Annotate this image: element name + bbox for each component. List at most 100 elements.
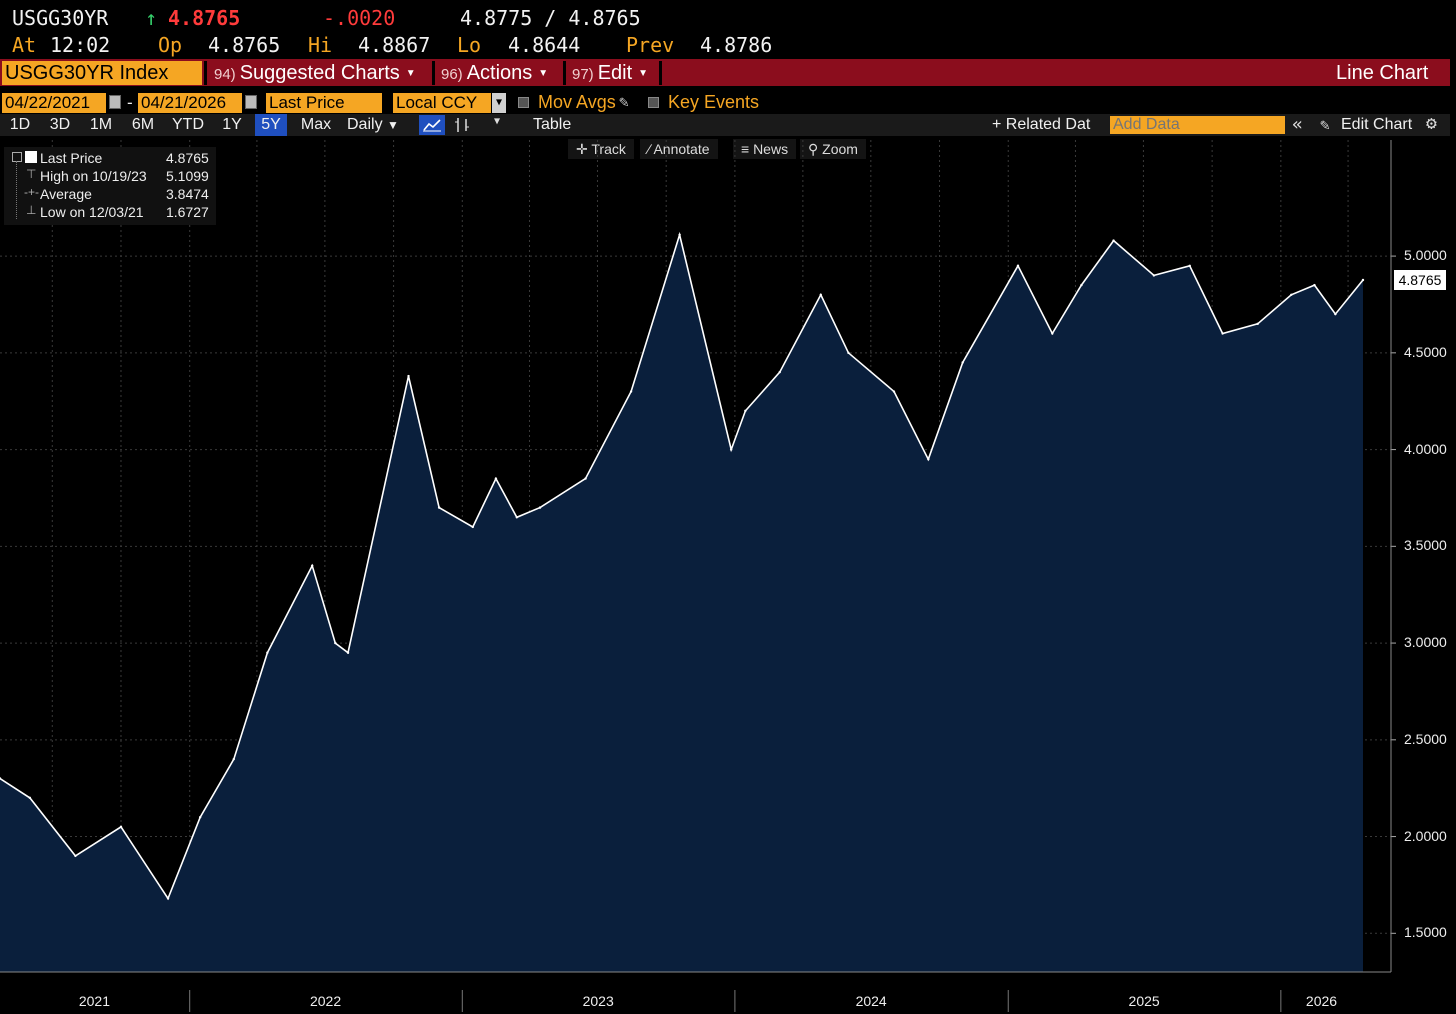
menu-label: Edit (597, 62, 633, 84)
data-point (538, 506, 542, 509)
y-tick-label: 3.5000 (1404, 537, 1447, 554)
open-label: Op (158, 33, 183, 57)
data-point (310, 564, 314, 567)
last-price-swatch (25, 151, 37, 163)
data-point (166, 897, 170, 900)
data-point (1221, 332, 1224, 335)
key-events-checkbox[interactable] (648, 97, 659, 108)
suggested-charts-menu[interactable]: 94) Suggested Charts ▼ (214, 61, 416, 85)
data-point (584, 477, 587, 480)
data-point (198, 816, 202, 819)
start-date-field[interactable]: 04/22/2021 (2, 93, 106, 113)
period-3d[interactable]: 3D (49, 116, 71, 133)
data-point (232, 757, 235, 761)
field-select[interactable]: Last Price (266, 93, 382, 113)
date-separator: - (127, 93, 133, 112)
data-point (847, 351, 850, 355)
price-line (0, 231, 1364, 901)
high-label: Hi (308, 33, 333, 57)
open-value: 4.8765 (208, 33, 281, 57)
calendar-icon[interactable] (245, 95, 257, 109)
x-tick-label: 2026 (1305, 993, 1338, 1009)
annotate-tool[interactable]: ∕ Annotate (640, 139, 718, 159)
data-point (1334, 312, 1337, 316)
data-point (1188, 264, 1191, 267)
data-point (1290, 293, 1293, 296)
data-point (28, 796, 32, 800)
legend-low-value: 1.6727 (166, 204, 209, 220)
x-tick-label: 2025 (1128, 993, 1160, 1009)
data-point (1152, 274, 1156, 277)
bar-chart-icon[interactable] (451, 115, 473, 135)
legend-last-label: Last Price (40, 150, 103, 166)
legend-high-value: 5.1099 (166, 168, 209, 184)
period-1m[interactable]: 1M (89, 116, 113, 133)
line-chart-icon[interactable] (419, 115, 445, 135)
pencil-icon[interactable]: ✎ (619, 92, 629, 111)
frequency-select[interactable]: Daily ▼ (347, 114, 399, 136)
period-1d[interactable]: 1D (9, 116, 31, 133)
currency-select[interactable]: Local CCY (393, 93, 491, 113)
period-6m[interactable]: 6M (131, 116, 155, 133)
period-1y[interactable]: 1Y (222, 116, 242, 133)
table-button[interactable]: Table (533, 116, 572, 133)
last-price: 4.8765 (168, 6, 241, 30)
zoom-tool[interactable]: ⚲ Zoom (800, 139, 866, 159)
x-tick-label: 2021 (78, 993, 110, 1009)
edit-chart-button[interactable]: Edit Chart (1341, 116, 1413, 133)
data-point (346, 651, 350, 654)
edit-menu[interactable]: 97) Edit ▼ (572, 61, 648, 85)
caret-down-icon: ▼ (387, 118, 399, 132)
data-point (1051, 332, 1054, 335)
key-events-label[interactable]: Key Events (668, 92, 760, 112)
legend-last-value: 4.8765 (166, 150, 209, 166)
end-date-field[interactable]: 04/21/2026 (138, 93, 242, 113)
chart-type-label[interactable]: Line Chart (1336, 62, 1429, 84)
prev-label: Prev (626, 33, 675, 57)
data-point (407, 374, 410, 378)
average-marker-icon: -+- (24, 185, 39, 199)
x-tick-label: 2022 (309, 993, 342, 1009)
related-data-button[interactable]: + Related Dat (992, 116, 1091, 133)
separator (563, 61, 566, 85)
chevron-down-icon[interactable]: ▼ (494, 116, 501, 127)
mov-avgs-label[interactable]: Mov Avgs (538, 92, 616, 112)
dropdown-arrow-icon[interactable]: ▼ (492, 93, 506, 113)
collapse-icon[interactable]: « (1292, 114, 1303, 135)
data-point (0, 777, 2, 780)
low-label: Lo (457, 33, 482, 57)
y-tick-label: 4.0000 (1404, 440, 1447, 457)
separator (659, 61, 662, 85)
period-5y[interactable]: 5Y (255, 114, 287, 136)
news-tool[interactable]: ≡ News (733, 139, 797, 159)
period-ytd[interactable]: YTD (172, 116, 204, 133)
y-tick-label: 5.0000 (1404, 247, 1447, 264)
chart-legend: Last Price 4.8765 ⊤ High on 10/19/23 5.1… (4, 147, 216, 225)
last-price-marker: 4.8765 (1394, 269, 1446, 290)
mov-avgs-checkbox[interactable] (518, 97, 529, 108)
data-point (119, 825, 123, 829)
data-point (961, 361, 964, 364)
gear-icon[interactable]: ⚙ (1426, 113, 1437, 134)
data-point (1313, 283, 1316, 287)
track-tool[interactable]: ✛ Track (568, 139, 634, 159)
data-point (778, 370, 781, 374)
news-icon: ≡ (741, 141, 750, 157)
data-point (74, 854, 77, 858)
pencil-icon[interactable]: ✎ (1320, 115, 1330, 134)
ticker: USGG30YR (12, 6, 109, 30)
data-point (678, 233, 681, 237)
actions-menu[interactable]: 96) Actions ▼ (441, 61, 548, 85)
legend-high-label: High on 10/19/23 (40, 168, 147, 184)
menu-number: 97) (572, 66, 594, 83)
security-box[interactable]: USGG30YR Index (2, 61, 202, 85)
calendar-icon[interactable] (109, 95, 121, 109)
data-point (1361, 278, 1365, 282)
data-point (437, 506, 441, 509)
y-tick-label: 3.0000 (1404, 634, 1447, 651)
time-label: At (12, 33, 37, 57)
collapse-box-icon[interactable] (12, 152, 22, 162)
add-data-input[interactable] (1110, 116, 1285, 134)
period-max[interactable]: Max (300, 116, 332, 133)
